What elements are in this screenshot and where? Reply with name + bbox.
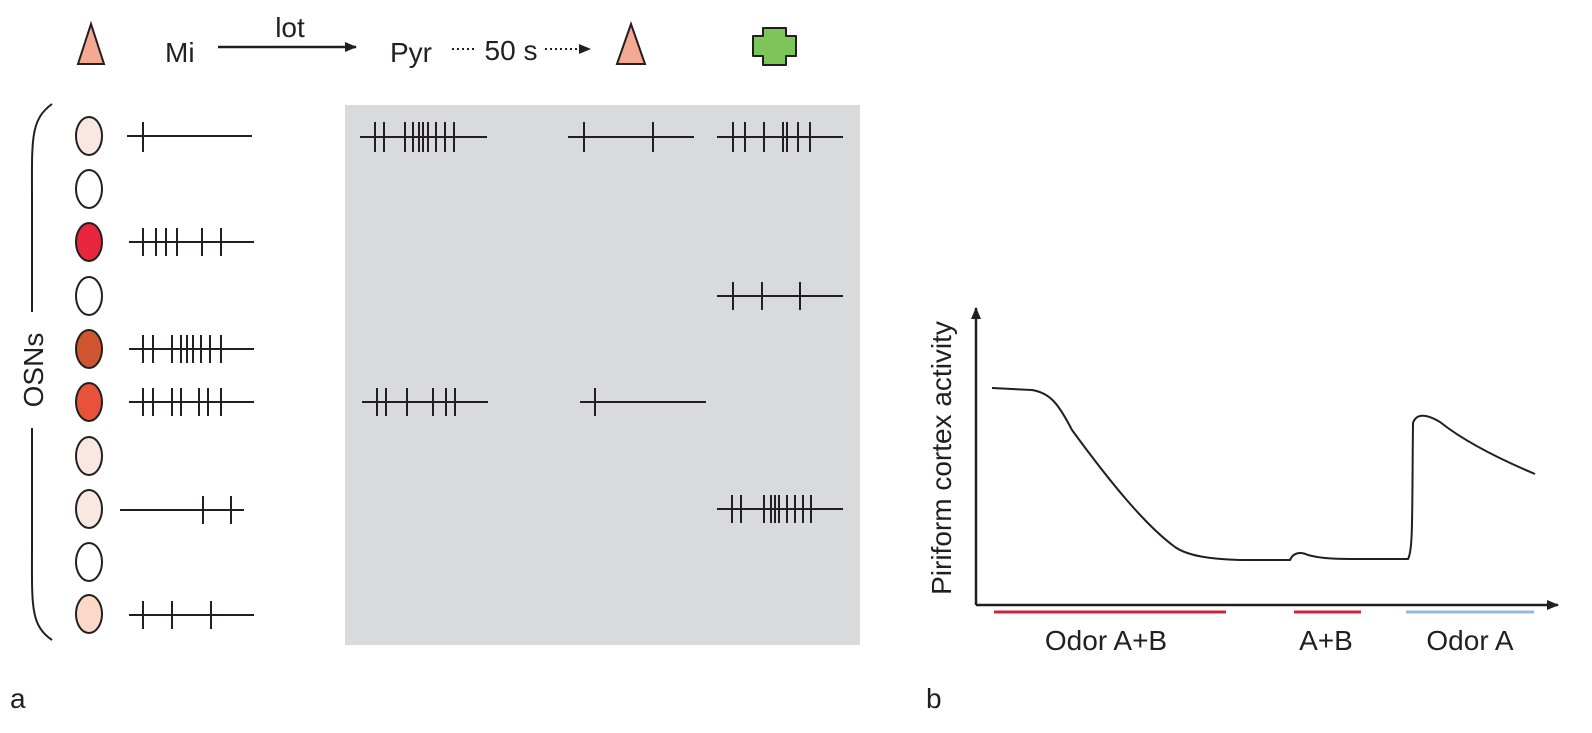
spike-train	[120, 496, 244, 524]
pyramidal-label: Pyr	[390, 37, 432, 68]
osn-cell	[75, 594, 103, 634]
panel-a: Mi lot Pyr 50 s OSNs	[10, 12, 860, 714]
spike-train	[127, 122, 252, 152]
spike-train	[580, 388, 706, 416]
stimulus-label-odor-a: Odor A	[1426, 625, 1513, 656]
panel-a-label: a	[10, 683, 26, 714]
panel-b-label: b	[926, 683, 942, 714]
osn-column	[75, 116, 103, 634]
osn-cell	[75, 382, 103, 422]
mitral-label: Mi	[165, 37, 195, 68]
osn-cell	[75, 329, 103, 369]
cortex-activity-region	[345, 105, 860, 645]
osn-label: OSNs	[18, 333, 49, 408]
spike-train	[129, 335, 254, 363]
mitral-cell-triangle-icon	[76, 20, 106, 65]
osn-cell	[75, 489, 103, 529]
pathway-header: Mi lot Pyr 50 s	[76, 12, 797, 68]
osn-cell	[75, 169, 103, 209]
cortex-spike-trains	[360, 122, 843, 523]
osn-cell	[75, 542, 103, 582]
y-axis-label: Piriform cortex activity	[926, 321, 957, 595]
stimulus-label-ab: A+B	[1299, 625, 1353, 656]
osn-cell	[75, 116, 103, 156]
activity-trace	[991, 387, 1536, 561]
panel-b: Piriform cortex activity Odor A+B A+B Od…	[926, 307, 1559, 714]
green-cross-icon	[752, 27, 797, 66]
spike-train	[129, 228, 254, 256]
osn-cell	[75, 276, 103, 316]
spike-train	[717, 122, 843, 152]
stimulus-label-odor-ab: Odor A+B	[1045, 625, 1167, 656]
spike-train	[129, 388, 254, 416]
spike-train	[717, 282, 843, 310]
osn-spike-trains	[120, 122, 254, 629]
osn-cell	[75, 222, 103, 262]
lot-label: lot	[275, 12, 305, 43]
spike-train	[129, 601, 254, 629]
delay-label: 50 s	[485, 35, 538, 66]
osn-label-gap	[24, 312, 40, 428]
osn-cell	[75, 436, 103, 476]
spike-train	[717, 495, 843, 523]
pyramidal-cell-triangle-icon	[615, 20, 647, 65]
spike-train	[362, 388, 488, 416]
spike-train	[568, 122, 694, 152]
spike-train	[360, 122, 487, 152]
